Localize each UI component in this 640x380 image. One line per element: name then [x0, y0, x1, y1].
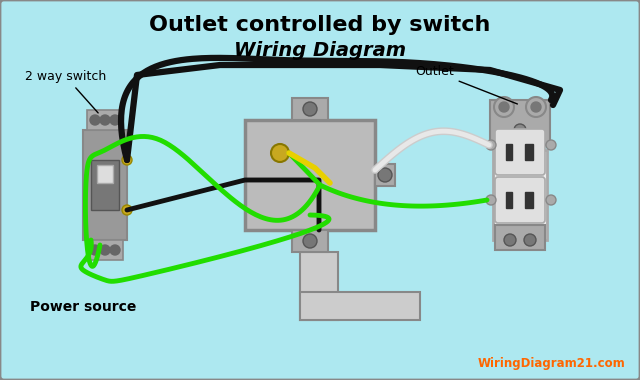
- Text: Power source: Power source: [30, 300, 136, 314]
- Circle shape: [271, 144, 289, 162]
- Circle shape: [526, 97, 546, 117]
- Circle shape: [100, 245, 110, 255]
- Bar: [506, 144, 512, 160]
- Bar: [506, 192, 512, 208]
- Text: Wiring Diagram: Wiring Diagram: [234, 41, 406, 60]
- Circle shape: [100, 115, 110, 125]
- Circle shape: [90, 115, 100, 125]
- Circle shape: [546, 140, 556, 150]
- Circle shape: [303, 102, 317, 116]
- Bar: [83, 130, 127, 240]
- Circle shape: [122, 205, 132, 215]
- Bar: [292, 98, 328, 120]
- Text: 2 way switch: 2 way switch: [25, 70, 106, 113]
- Bar: [91, 160, 119, 210]
- Circle shape: [494, 97, 514, 117]
- Bar: [292, 230, 328, 252]
- Bar: [490, 100, 550, 145]
- Bar: [525, 144, 533, 160]
- Bar: [87, 110, 123, 130]
- Circle shape: [531, 102, 541, 112]
- Bar: [300, 292, 420, 320]
- Circle shape: [504, 234, 516, 246]
- FancyBboxPatch shape: [495, 129, 545, 175]
- Bar: [495, 225, 545, 250]
- Circle shape: [499, 102, 509, 112]
- Bar: [493, 150, 547, 240]
- Bar: [97, 165, 113, 183]
- Circle shape: [110, 245, 120, 255]
- Circle shape: [110, 115, 120, 125]
- Circle shape: [524, 234, 536, 246]
- Bar: [375, 164, 395, 186]
- Bar: [245, 120, 375, 230]
- Circle shape: [303, 234, 317, 248]
- Bar: [525, 192, 533, 208]
- Circle shape: [90, 245, 100, 255]
- Text: Outlet: Outlet: [415, 65, 517, 104]
- Bar: [300, 252, 338, 320]
- Bar: [87, 240, 123, 260]
- Circle shape: [122, 155, 132, 165]
- Text: Outlet controlled by switch: Outlet controlled by switch: [149, 15, 491, 35]
- FancyBboxPatch shape: [495, 177, 545, 223]
- Circle shape: [546, 195, 556, 205]
- Text: WiringDiagram21.com: WiringDiagram21.com: [477, 357, 625, 370]
- Circle shape: [486, 140, 496, 150]
- Circle shape: [486, 195, 496, 205]
- Circle shape: [514, 124, 526, 136]
- Circle shape: [378, 168, 392, 182]
